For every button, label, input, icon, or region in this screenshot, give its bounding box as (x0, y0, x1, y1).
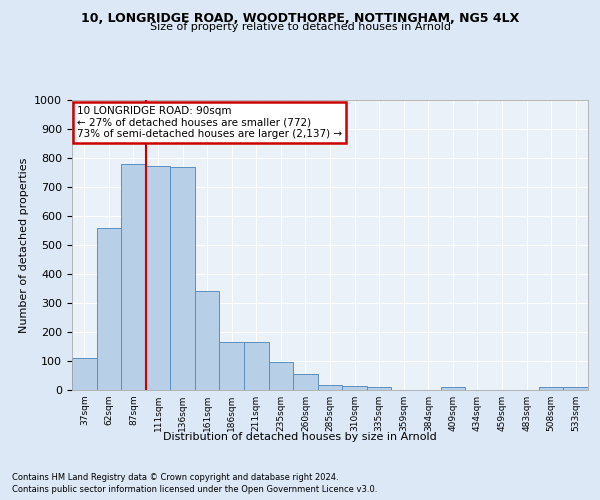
Bar (244, 342, 269, 390)
Bar (97, 228, 121, 390)
Bar (342, 386, 367, 390)
Bar (318, 385, 342, 390)
Bar (195, 290, 220, 390)
Text: Contains HM Land Registry data © Crown copyright and database right 2024.: Contains HM Land Registry data © Crown c… (12, 472, 338, 482)
Bar (121, 164, 146, 390)
Bar (220, 342, 244, 390)
Text: Distribution of detached houses by size in Arnold: Distribution of detached houses by size … (163, 432, 437, 442)
Text: Contains public sector information licensed under the Open Government Licence v3: Contains public sector information licen… (12, 485, 377, 494)
Y-axis label: Number of detached properties: Number of detached properties (19, 158, 29, 332)
Bar (170, 166, 195, 390)
Text: 10 LONGRIDGE ROAD: 90sqm
← 27% of detached houses are smaller (772)
73% of semi-: 10 LONGRIDGE ROAD: 90sqm ← 27% of detach… (77, 106, 342, 139)
Bar (539, 387, 563, 390)
Bar (293, 374, 318, 390)
Bar (269, 362, 293, 390)
Bar (563, 387, 588, 390)
Bar (146, 166, 170, 390)
Text: 10, LONGRIDGE ROAD, WOODTHORPE, NOTTINGHAM, NG5 4LX: 10, LONGRIDGE ROAD, WOODTHORPE, NOTTINGH… (81, 12, 519, 26)
Bar (72, 358, 97, 390)
Bar (440, 386, 465, 390)
Bar (367, 386, 391, 390)
Text: Size of property relative to detached houses in Arnold: Size of property relative to detached ho… (149, 22, 451, 32)
